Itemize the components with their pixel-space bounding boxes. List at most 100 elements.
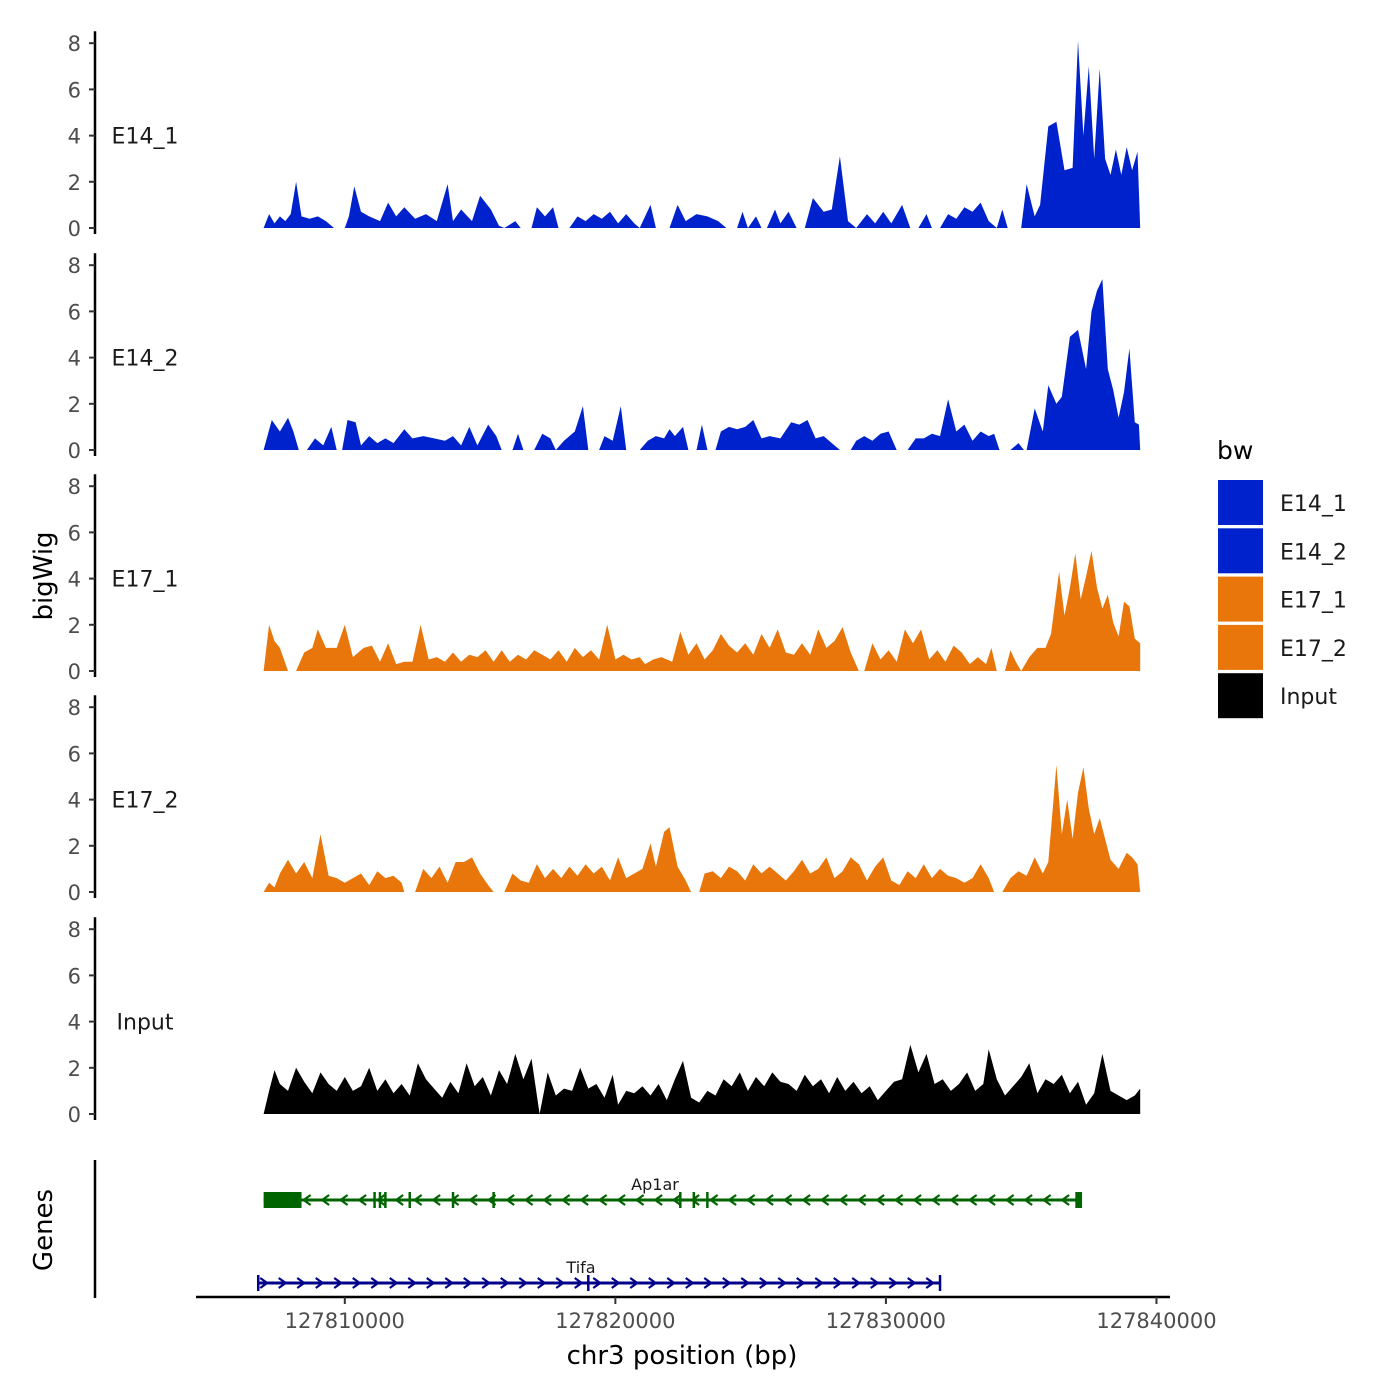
strand-chevron [690,1194,700,1206]
coverage-area [263,550,1141,671]
strand-chevron [666,1277,677,1289]
legend-title: bw [1217,436,1253,465]
x-axis: 127810000 127820000 127830000 127840000 [196,1295,1217,1333]
coverage-area [263,1044,1141,1114]
track-panel: 0 2 4 6 8 E17_2 [68,695,1141,905]
strand-chevron [838,1194,848,1206]
gene-model: Tifa [256,1258,942,1291]
y-tick-label: 0 [68,217,81,241]
y-tick-label: 2 [68,614,81,638]
strand-chevron [463,1277,473,1289]
strand-chevron [833,1277,843,1289]
x-tick-label: 127820000 [555,1309,675,1333]
strand-chevron [555,1277,566,1289]
utr-block [263,1192,302,1208]
strand-chevron [394,1194,404,1206]
y-tick-label: 4 [68,568,81,592]
strand-chevron [912,1194,922,1206]
strand-chevron [315,1277,325,1289]
strand-chevron [278,1277,288,1289]
track-panels: 0 2 4 6 8 E14_1 0 2 4 6 8 E14_2 0 2 4 6 8 E17_1 0 2 4 6 8 E17_2… [68,31,1141,1127]
strand-chevron [574,1277,584,1289]
strand-chevron [426,1277,436,1289]
strand-chevron [814,1277,825,1289]
strand-chevron [870,1277,880,1289]
gene-label: Ap1ar [631,1175,679,1194]
strand-chevron [782,1194,793,1206]
legend: bw E14_1 E14_2 E17_1 E17_2 Input [1217,436,1347,719]
strand-chevron [592,1277,603,1289]
strand-chevron [764,1194,774,1206]
y-tick-label: 0 [68,1103,81,1127]
strand-chevron [505,1194,515,1206]
strand-chevron [616,1194,626,1206]
strand-chevron [708,1194,719,1206]
legend-swatch [1218,528,1263,574]
x-tick-label: 127840000 [1096,1309,1216,1333]
strand-chevron [856,1194,867,1206]
strand-chevron [449,1194,460,1206]
gene-panel: Ap1ar Tifa [93,1160,1083,1298]
strand-chevron [893,1194,904,1206]
strand-chevron [1023,1194,1033,1206]
x-tick-label: 127830000 [826,1309,946,1333]
strand-chevron [722,1277,732,1289]
strand-chevron [468,1194,478,1206]
strand-chevron [745,1194,756,1206]
strand-chevron [967,1194,978,1206]
strand-chevron [412,1194,423,1206]
track-panel: 0 2 4 6 8 E14_1 [68,31,1141,241]
strand-chevron [629,1277,640,1289]
strand-chevron [986,1194,996,1206]
strand-chevron [320,1194,330,1206]
strand-chevron [301,1194,312,1206]
strand-chevron [949,1194,959,1206]
track-panel: 0 2 4 6 8 Input [68,917,1141,1127]
y-tick-label: 6 [68,521,81,545]
y-tick-label: 0 [68,439,81,463]
strand-chevron [1041,1194,1052,1206]
y-tick-label: 6 [68,78,81,102]
strand-chevron [888,1277,899,1289]
strand-chevron [542,1194,552,1206]
strand-chevron [537,1277,547,1289]
legend-swatch [1218,576,1263,622]
track-panel: 0 2 4 6 8 E14_2 [68,253,1141,463]
strand-chevron [296,1277,307,1289]
strand-chevron [1004,1194,1015,1206]
coverage-area [263,765,1141,892]
gene-label: Tifa [565,1258,595,1277]
y-axis-title: bigWig [29,531,59,620]
y-tick-label: 6 [68,300,81,324]
strand-chevron [518,1277,529,1289]
y-tick-label: 2 [68,171,81,195]
y-tick-label: 6 [68,742,81,766]
legend-label: E17_1 [1280,589,1347,614]
strand-chevron [611,1277,621,1289]
strand-chevron [634,1194,645,1206]
strand-chevron [930,1194,941,1206]
strand-chevron [653,1194,663,1206]
y-tick-label: 6 [68,964,81,988]
strand-chevron [481,1277,492,1289]
x-axis-title: chr3 position (bp) [567,1341,798,1371]
strand-chevron [259,1277,270,1289]
track-label: E14_1 [112,125,179,150]
y-tick-label: 4 [68,789,81,813]
strand-chevron [444,1277,455,1289]
strand-chevron [740,1277,751,1289]
strand-chevron [777,1277,788,1289]
strand-chevron [1060,1194,1070,1206]
strand-chevron [671,1194,682,1206]
strand-chevron [648,1277,658,1289]
coverage-area [263,40,1141,229]
y-tick-label: 8 [68,254,81,278]
strand-chevron [727,1194,737,1206]
strand-chevron [796,1277,806,1289]
track-panel: 0 2 4 6 8 E17_1 [68,474,1141,684]
genes-axis-title: Genes [29,1189,59,1271]
track-label: Input [117,1011,174,1036]
y-tick-label: 4 [68,1011,81,1035]
y-tick-label: 2 [68,1057,81,1081]
legend-label: Input [1280,685,1337,710]
